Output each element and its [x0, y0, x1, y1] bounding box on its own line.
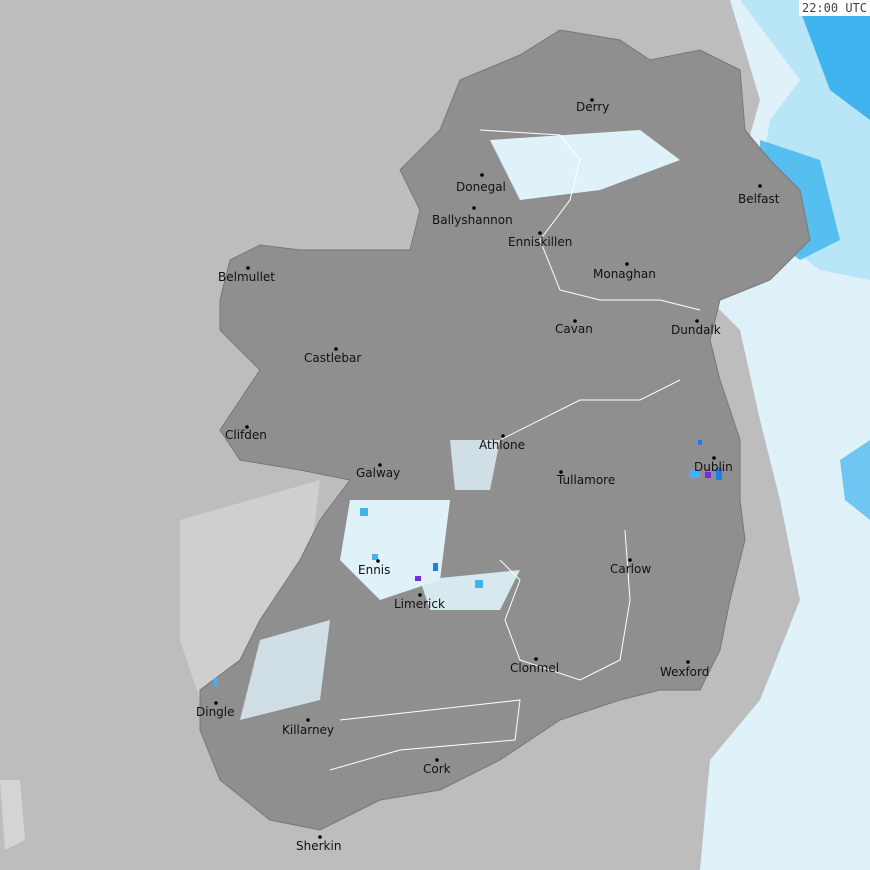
city-label-tullamore: Tullamore: [556, 473, 615, 487]
city-dot: [758, 184, 762, 188]
city-dot: [625, 262, 629, 266]
city-markers: Derry Donegal Ballyshannon Enniskillen Belfa…: [196, 98, 780, 853]
city-label-castlebar: Castlebar: [304, 351, 361, 365]
city-label-belmullet: Belmullet: [218, 270, 275, 284]
city-dot: [573, 319, 577, 323]
city-dot: [712, 456, 716, 460]
city-label-monaghan: Monaghan: [593, 267, 656, 281]
city-dot: [376, 559, 380, 563]
city-dot: [534, 657, 538, 661]
city-dot: [214, 701, 218, 705]
city-label-galway: Galway: [356, 466, 400, 480]
city-label-ennis: Ennis: [358, 563, 390, 577]
city-dot: [559, 470, 563, 474]
city-label-enniskillen: Enniskillen: [508, 235, 572, 249]
city-label-sherkin: Sherkin: [296, 839, 341, 853]
city-dot: [318, 835, 322, 839]
city-label-dublin: Dublin: [694, 460, 733, 474]
city-label-athlone: Athlone: [479, 438, 525, 452]
city-dot: [538, 231, 542, 235]
city-label-dingle: Dingle: [196, 705, 235, 719]
city-dot: [378, 463, 382, 467]
land-precip: [214, 130, 722, 720]
ireland-landmass: [199, 29, 811, 831]
city-dot: [306, 718, 310, 722]
city-dot: [472, 206, 476, 210]
city-dot: [686, 660, 690, 664]
city-dot: [695, 319, 699, 323]
city-label-clonmel: Clonmel: [510, 661, 559, 675]
city-label-clifden: Clifden: [225, 428, 267, 442]
city-dot: [628, 558, 632, 562]
city-label-killarney: Killarney: [282, 723, 334, 737]
timestamp: 22:00 UTC: [798, 0, 870, 16]
city-label-carlow: Carlow: [610, 562, 651, 576]
city-label-cork: Cork: [423, 762, 451, 776]
city-dot: [480, 173, 484, 177]
city-label-donegal: Donegal: [456, 180, 506, 194]
city-label-dundalk: Dundalk: [671, 323, 721, 337]
borders: [329, 129, 701, 771]
city-dot: [245, 425, 249, 429]
city-dot: [334, 347, 338, 351]
city-dot: [435, 758, 439, 762]
city-dot: [418, 593, 422, 597]
city-dot: [501, 434, 505, 438]
city-label-ballyshannon: Ballyshannon: [432, 213, 513, 227]
city-dot: [590, 98, 594, 102]
city-label-derry: Derry: [576, 100, 609, 114]
city-label-wexford: Wexford: [660, 665, 709, 679]
city-label-cavan: Cavan: [555, 322, 593, 336]
city-dot: [246, 266, 250, 270]
city-label-limerick: Limerick: [394, 597, 445, 611]
city-label-belfast: Belfast: [738, 192, 780, 206]
